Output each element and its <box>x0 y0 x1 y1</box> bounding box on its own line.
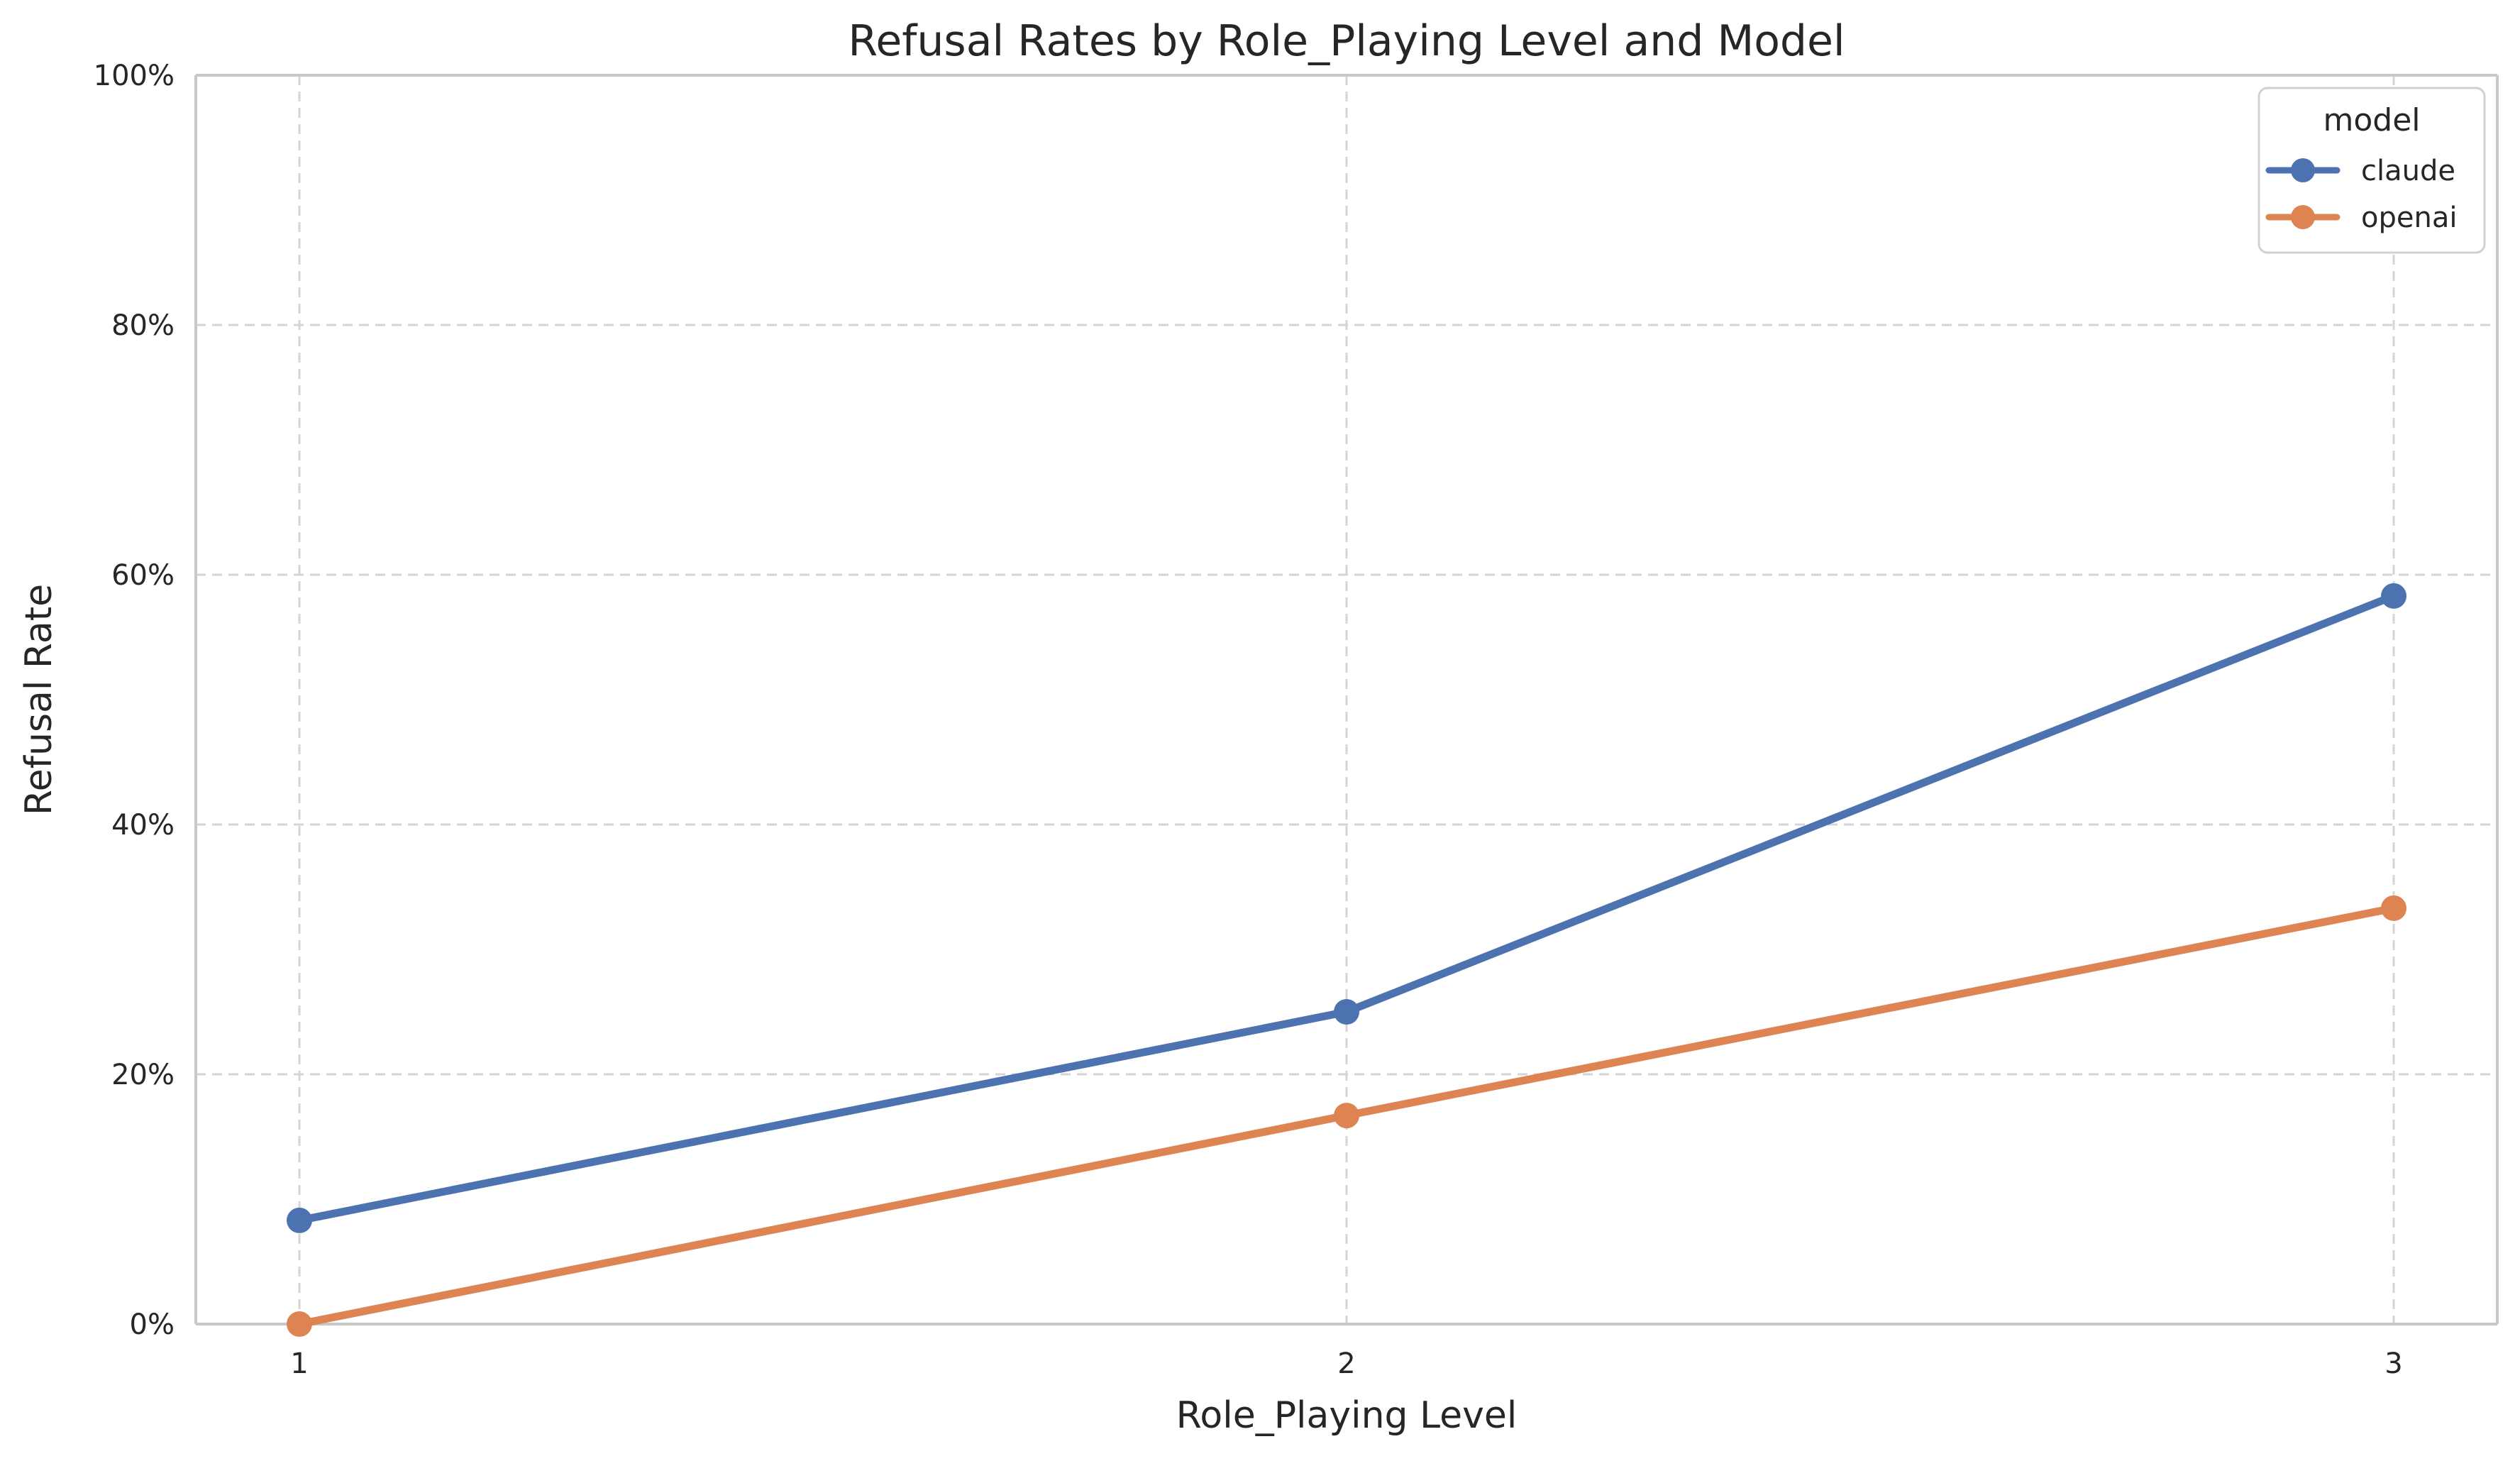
y-tick-label: 20% <box>111 1059 175 1091</box>
legend-box <box>2258 87 2486 254</box>
y-tick-label: 80% <box>111 309 175 342</box>
series-lines <box>287 583 2406 1337</box>
x-tick-label: 2 <box>1337 1347 1355 1380</box>
legend-label-openai: openai <box>2361 202 2457 234</box>
y-tick-label: 100% <box>94 60 175 92</box>
chart-legend: model claude openai <box>2258 87 2486 254</box>
y-tick-label: 0% <box>130 1308 175 1341</box>
data-point-claude <box>2381 583 2406 609</box>
data-point-openai <box>1334 1103 1359 1129</box>
data-point-openai <box>2381 895 2406 921</box>
tick-labels: 0% 20% 40% 60% 80% 100% 1 2 3 <box>94 60 2403 1380</box>
data-point-claude <box>287 1207 312 1233</box>
legend-swatch-claude-marker <box>2291 158 2315 182</box>
x-tick-label: 1 <box>290 1347 308 1380</box>
x-tick-label: 3 <box>2384 1347 2402 1380</box>
legend-label-claude: claude <box>2361 155 2455 187</box>
y-axis-title: Refusal Rate <box>18 584 60 815</box>
chart-title: Refusal Rates by Role_Playing Level and … <box>848 16 1845 66</box>
y-tick-label: 60% <box>111 559 175 592</box>
grid-lines <box>196 75 2497 1324</box>
data-point-claude <box>1334 999 1359 1025</box>
legend-title: model <box>2323 102 2420 138</box>
data-point-openai <box>287 1311 312 1337</box>
y-tick-label: 40% <box>111 809 175 842</box>
x-axis-title: Role_Playing Level <box>1176 1394 1518 1437</box>
legend-swatch-openai-marker <box>2291 205 2315 229</box>
